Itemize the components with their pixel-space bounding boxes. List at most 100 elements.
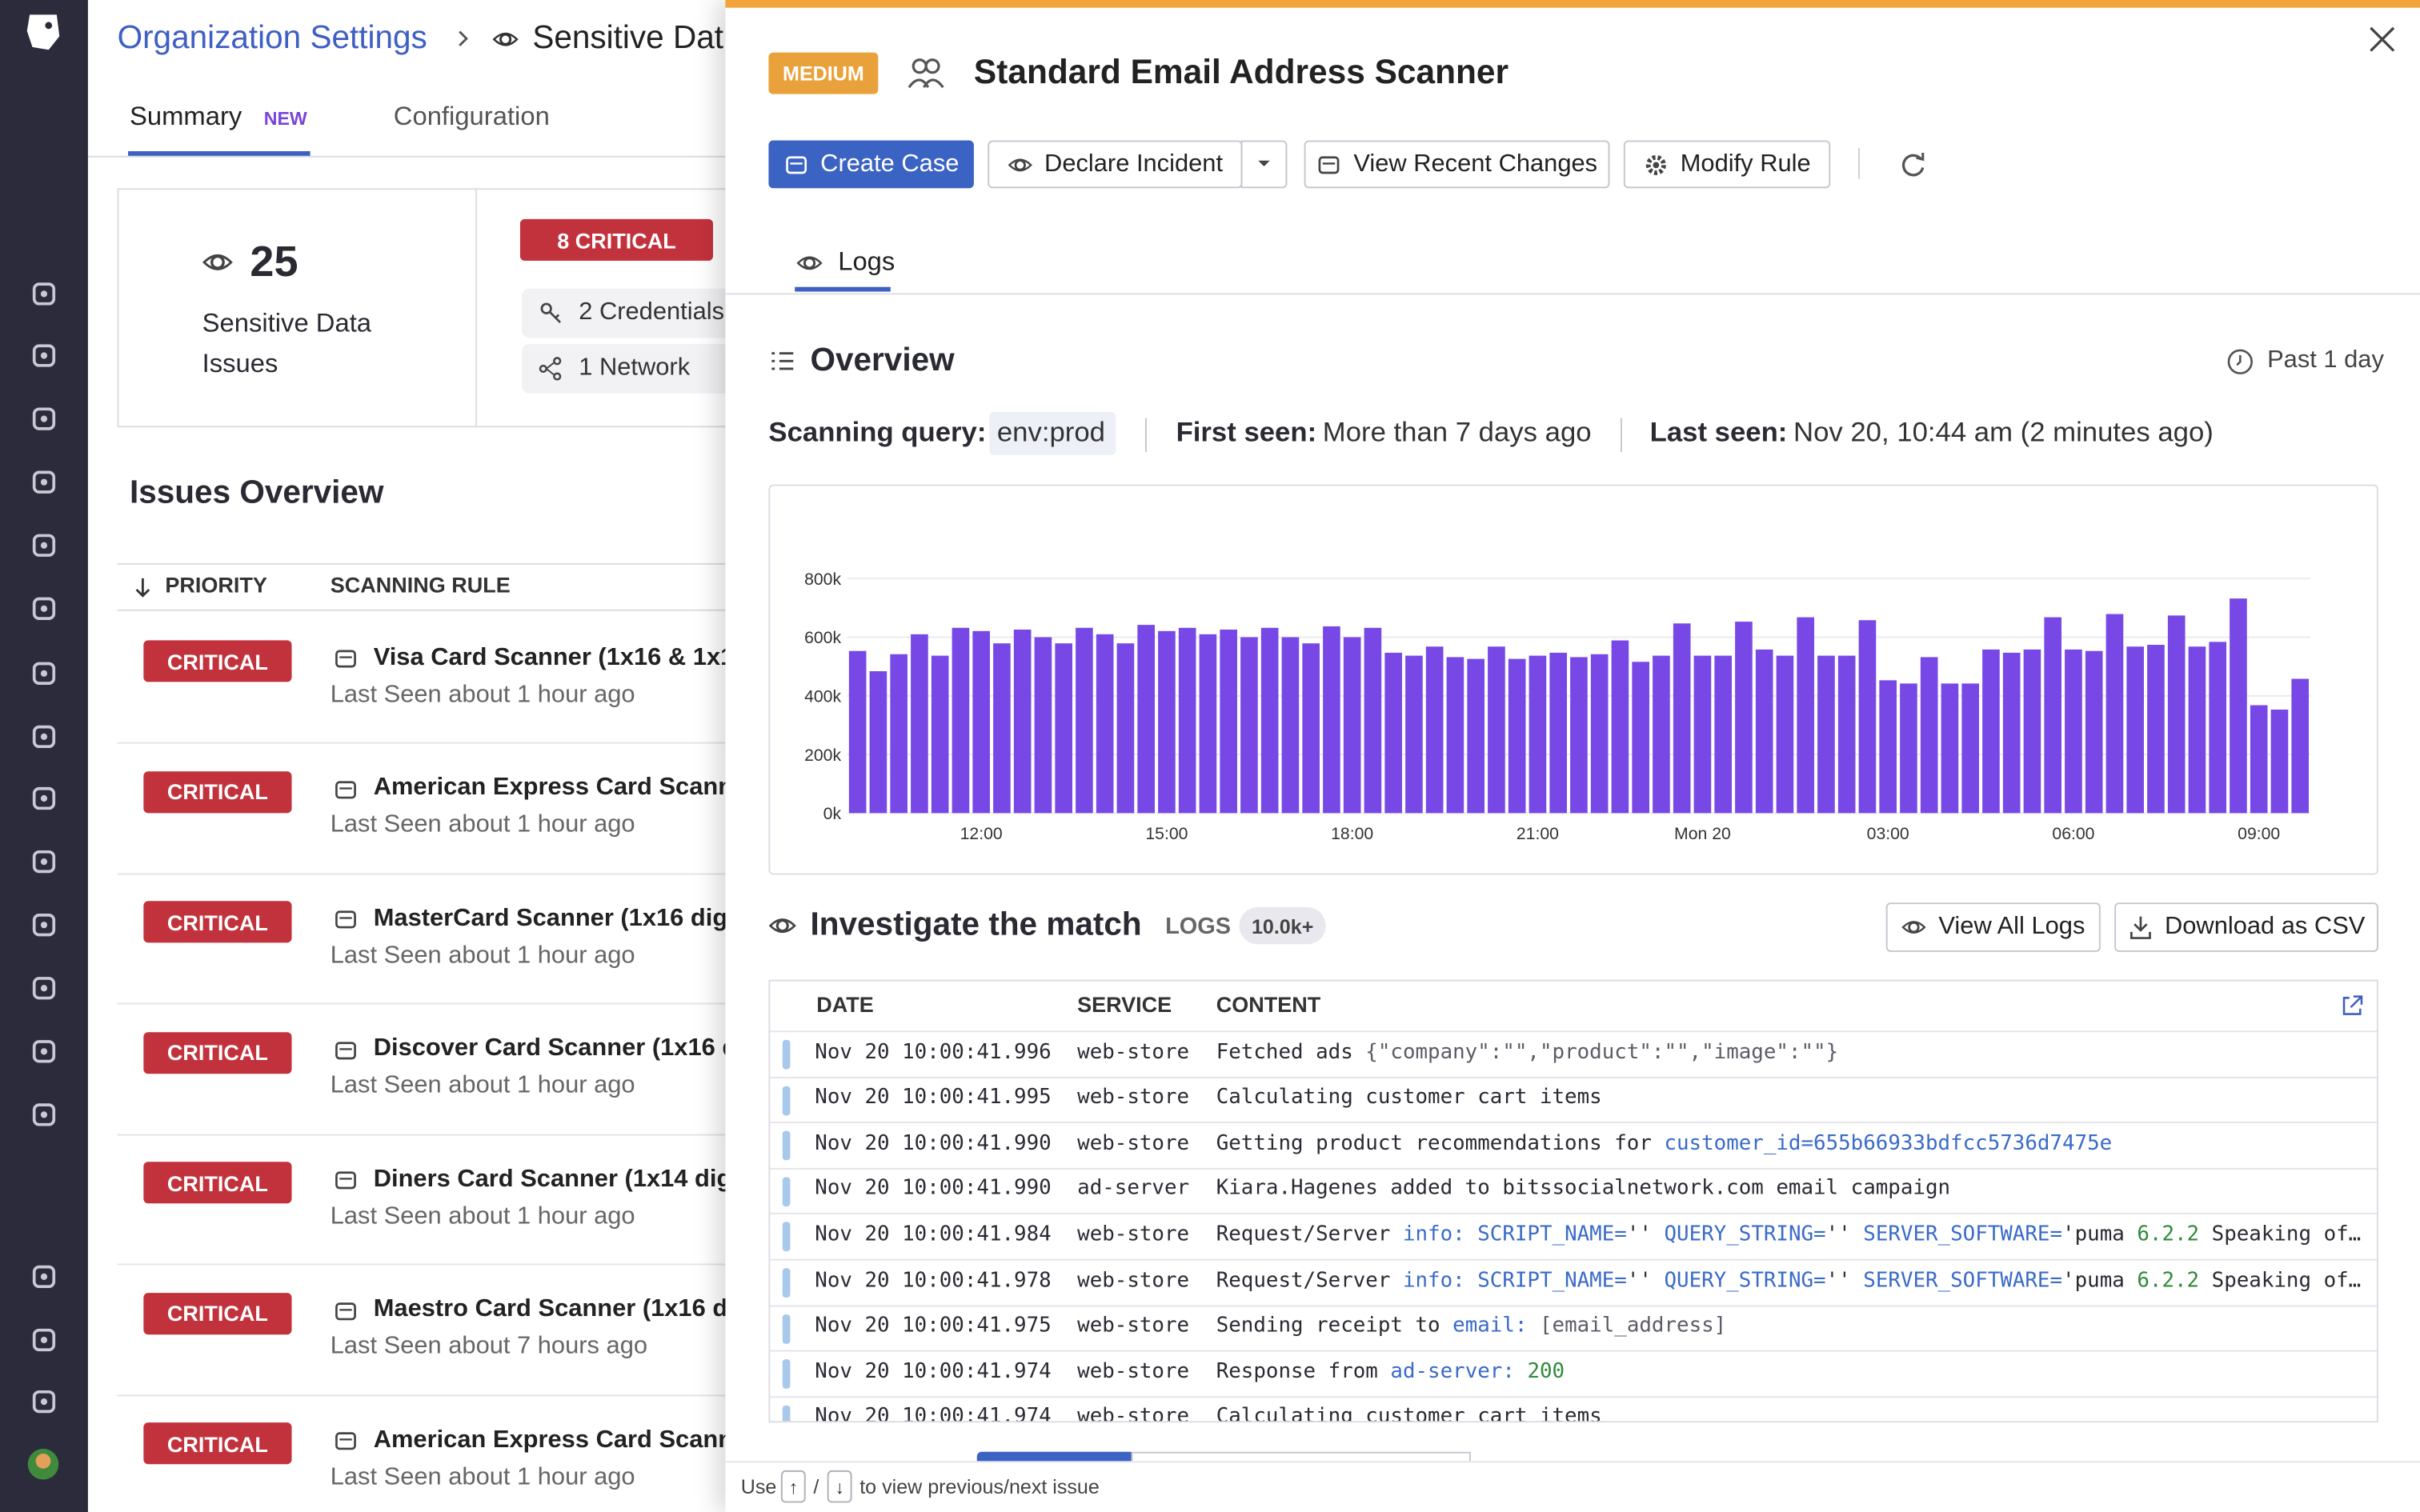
- nav-icon: [30, 405, 57, 431]
- icon-part: [40, 794, 46, 801]
- refresh-button[interactable]: [1899, 150, 1925, 177]
- log-content-part: ad-server:: [1390, 1361, 1514, 1384]
- log-service: web-store: [1077, 1359, 1189, 1388]
- bar: [1756, 650, 1773, 813]
- button-label: Declare Incident: [1044, 150, 1223, 178]
- icon-part: [40, 542, 46, 548]
- icon-part: [40, 478, 46, 485]
- log-service: ad-server: [1077, 1176, 1189, 1205]
- log-content: Getting product recommendations for cust…: [1216, 1130, 2112, 1159]
- issue-panel: MEDIUMStandard Email Address ScannerCrea…: [725, 0, 2420, 1512]
- bar: [1570, 657, 1588, 813]
- icon-part: [40, 351, 46, 358]
- bar: [1282, 637, 1300, 813]
- bar: [1653, 656, 1670, 814]
- button-icon: [1316, 152, 1341, 177]
- open-external-icon[interactable]: [2342, 995, 2363, 1017]
- log-content: Fetched ads {"company":"","product":"","…: [1216, 1039, 1838, 1068]
- button[interactable]: Create Case: [768, 140, 974, 188]
- critical-text: 8 CRITICAL: [557, 227, 676, 252]
- log-service: web-store: [1077, 1222, 1189, 1250]
- log-content-part: QUERY_STRING=: [1664, 1269, 1825, 1292]
- first-seen-label: First seen:: [1176, 414, 1317, 454]
- log-content-part: '': [1826, 1223, 1864, 1246]
- icon-part: [803, 258, 813, 267]
- panel-top-border: [725, 0, 2420, 8]
- button[interactable]: Modify Rule: [1624, 140, 1830, 188]
- panel-tab: Logs: [838, 244, 895, 281]
- row-divider: [118, 742, 766, 744]
- nav-icon: [30, 785, 57, 811]
- bar: [1900, 683, 1917, 813]
- rule-last-seen: Last Seen about 7 hours ago: [331, 1330, 647, 1365]
- bar: [1961, 683, 1979, 813]
- bar: [2085, 651, 2103, 814]
- button[interactable]: View Recent Changes: [1304, 140, 1610, 188]
- bar: [1220, 630, 1237, 813]
- log-content-part: 6.2.2: [2137, 1223, 2199, 1246]
- log-content: Request/Server info: SCRIPT_NAME='' QUER…: [1216, 1222, 2362, 1250]
- nav-icon: [30, 911, 57, 938]
- button[interactable]: Download as CSV: [2114, 902, 2378, 952]
- toolbar-divider: [1858, 148, 1860, 179]
- chip-text: 1 Network: [579, 351, 690, 386]
- logs-tab-icon: [795, 249, 822, 275]
- icon-part: [2236, 354, 2239, 364]
- row-divider: [118, 1003, 766, 1005]
- icon-part: [2131, 917, 2150, 938]
- bar: [849, 651, 867, 814]
- footer-text: Use: [741, 1474, 777, 1502]
- icon-part: [499, 34, 509, 43]
- bar: [1467, 659, 1484, 814]
- bar: [2271, 710, 2289, 813]
- icon-part: [909, 80, 943, 87]
- nav-icon: [30, 848, 57, 874]
- icon-part: [40, 984, 46, 990]
- button[interactable]: Declare Incident: [988, 140, 1242, 188]
- bar: [2291, 679, 2309, 814]
- button-label: View All Logs: [1938, 914, 2085, 942]
- bar: [1096, 634, 1114, 814]
- nav-icon: [30, 974, 57, 1001]
- bar: [1240, 637, 1258, 813]
- bar: [1549, 653, 1567, 813]
- x-tick-label: 06:00: [2052, 825, 2094, 843]
- log-content-part: Speaking of…: [2199, 1223, 2361, 1246]
- close-button[interactable]: [2368, 26, 2394, 52]
- bar: [1488, 646, 1505, 813]
- nav-icon: [30, 1326, 57, 1353]
- rule-icon: [334, 1168, 359, 1193]
- rule-icon: [334, 1038, 359, 1062]
- log-content-part: info: SCRIPT_NAME=: [1403, 1223, 1627, 1246]
- bar: [1447, 657, 1464, 813]
- log-status-bar: [783, 1314, 791, 1343]
- button[interactable]: View All Logs: [1886, 902, 2101, 952]
- tab: Summary: [130, 99, 242, 136]
- bar: [1529, 656, 1547, 814]
- bar: [2230, 598, 2247, 813]
- bar: [1344, 637, 1361, 813]
- log-row-divider: [770, 1168, 2378, 1170]
- icon-part: [40, 1273, 46, 1279]
- priority-badge: CRITICAL: [143, 1162, 291, 1203]
- nav-icon: [30, 531, 57, 558]
- panel-tab-underline: [795, 287, 891, 292]
- logo: [22, 10, 65, 53]
- investigate-title: Investigate the match: [810, 903, 1141, 949]
- log-date: Nov 20 10:00:41.990: [815, 1130, 1051, 1159]
- investigate-icon: [768, 912, 796, 940]
- log-content-part: Calculating customer cart items: [1216, 1086, 1602, 1110]
- icon-part: [771, 354, 793, 369]
- bar: [1076, 628, 1093, 814]
- button-icon: [1008, 152, 1032, 177]
- icon-part: [336, 1042, 355, 1058]
- log-content-part: Kiara.Hagenes added to bitssocialnetwork…: [1216, 1178, 1950, 1201]
- count-chip: 10.0k+: [1240, 907, 1326, 944]
- rule-icon: [334, 907, 359, 932]
- last-seen-label: Last seen:: [1650, 414, 1788, 454]
- bar: [952, 628, 970, 814]
- bar: [1797, 618, 1814, 814]
- icon-part: [1909, 922, 1919, 932]
